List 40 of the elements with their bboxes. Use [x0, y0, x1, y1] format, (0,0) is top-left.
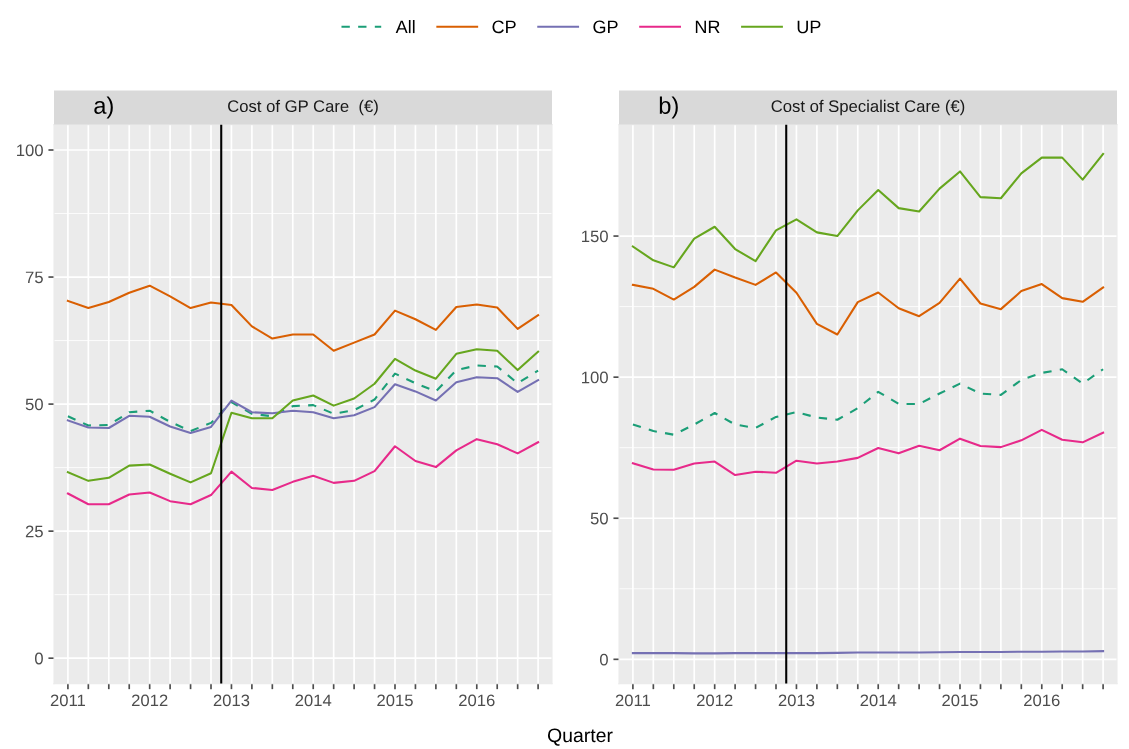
text: a) [94, 96, 113, 119]
x-tick-label: 2011 [50, 694, 86, 707]
legend-label: UP [797, 20, 821, 34]
x-tick-label: 2013 [213, 694, 250, 707]
y-tick-label: 75 [25, 271, 43, 284]
line-series [631, 368, 1105, 436]
legend-label: CP [492, 20, 516, 34]
line-series [66, 348, 540, 484]
line-series [66, 364, 540, 433]
y-tick-label: 100 [582, 371, 608, 384]
y-tick-label: 150 [582, 230, 608, 243]
legend-label: All [395, 19, 415, 34]
x-tick-label: 2012 [131, 694, 168, 707]
y-tick-label: 50 [25, 398, 43, 411]
chart-title: Cost of Specialist Care (€) [771, 99, 965, 116]
y-tick-label: 0 [34, 652, 43, 665]
legend-label: GP [593, 20, 618, 34]
legend-label: NR [695, 20, 720, 34]
x-axis-title: Quarter [547, 728, 613, 746]
text: b) [659, 96, 678, 119]
line-series [631, 428, 1105, 477]
y-tick-label: 50 [590, 512, 608, 525]
line-series [631, 152, 1105, 269]
x-tick-label: 2016 [459, 694, 495, 707]
y-tick-label: 100 [17, 144, 43, 157]
line-series [631, 268, 1105, 336]
x-tick-label: 2014 [295, 694, 332, 707]
line-series [66, 438, 540, 506]
x-tick-label: 2015 [942, 694, 978, 707]
y-tick-label: 0 [599, 653, 608, 666]
chart-title: Cost of GP Care (€) [228, 99, 378, 116]
line-series [66, 284, 540, 352]
x-tick-label: 2015 [377, 694, 413, 707]
x-tick-label: 2014 [860, 694, 897, 707]
x-tick-label: 2011 [615, 694, 651, 707]
x-tick-label: 2016 [1024, 694, 1060, 707]
x-tick-label: 2012 [696, 694, 733, 707]
y-tick-label: 25 [25, 525, 43, 538]
line-series [66, 376, 540, 435]
x-tick-label: 2013 [778, 694, 815, 707]
